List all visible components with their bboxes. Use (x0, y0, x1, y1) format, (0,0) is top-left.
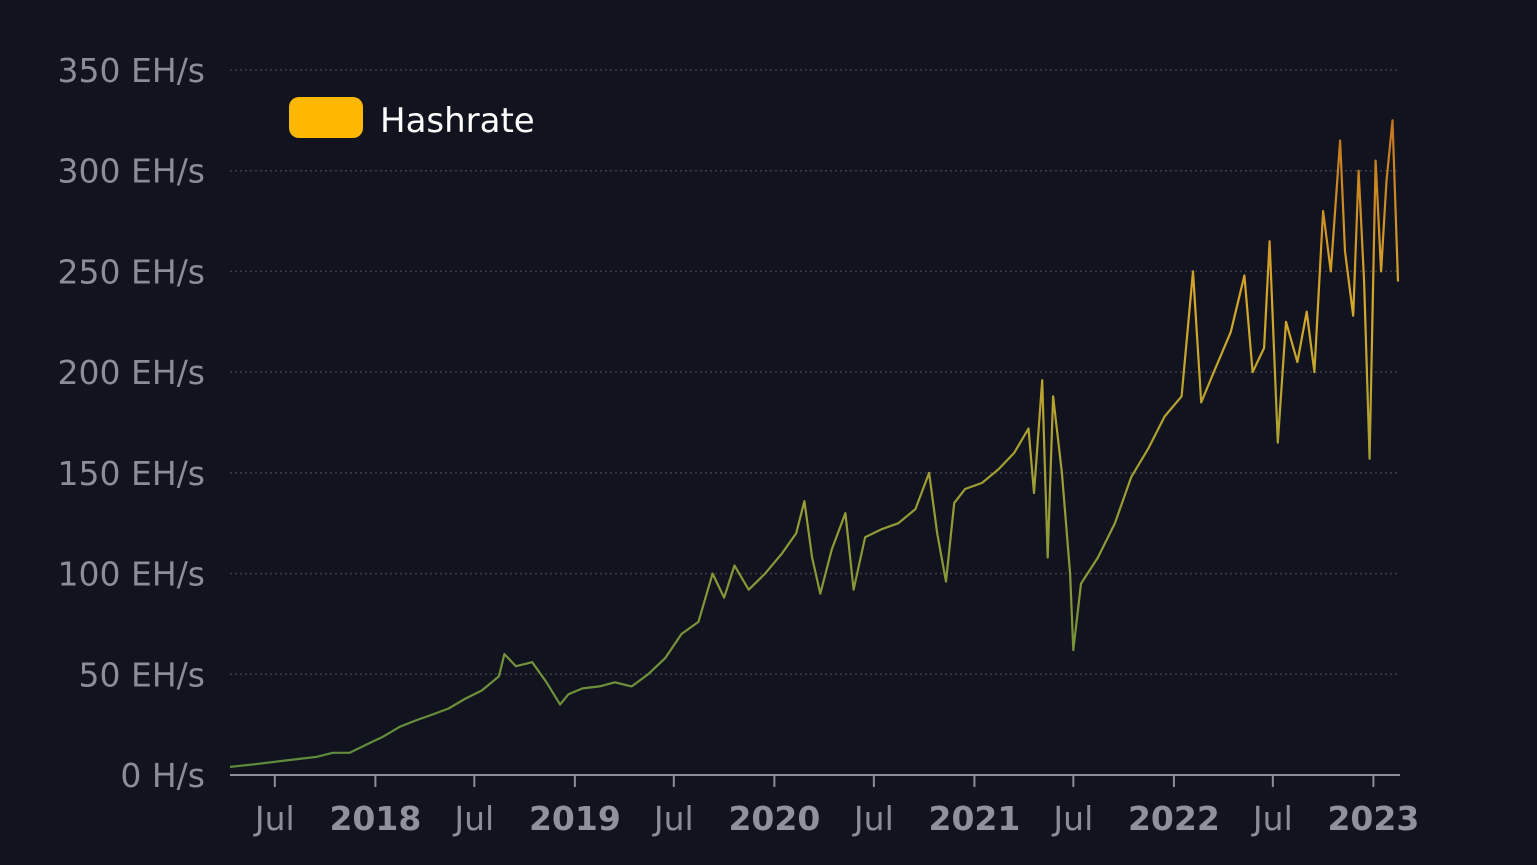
x-tick-label: Jul (1251, 799, 1293, 838)
y-tick-label: 100 EH/s (58, 555, 205, 594)
x-tick-label: 2022 (1128, 799, 1220, 838)
x-tick-label: 2018 (329, 799, 421, 838)
y-tick-label: 250 EH/s (58, 252, 205, 291)
y-tick-label: 350 EH/s (58, 51, 205, 90)
y-tick-label: 200 EH/s (58, 353, 205, 392)
gridlines (230, 69, 1398, 676)
x-tick-label: Jul (452, 799, 494, 838)
legend[interactable]: Hashrate (289, 97, 535, 141)
y-tick-label: 150 EH/s (58, 454, 205, 493)
x-tick-label: 2023 (1327, 799, 1419, 838)
x-tick-label: 2021 (928, 799, 1020, 838)
x-axis: Jul 2018 Jul 2019 Jul 2020 Jul 2021 Jul 2022 Jul 20… (230, 774, 1419, 838)
x-tick-label: 2019 (529, 799, 621, 838)
y-tick-label: 300 EH/s (58, 152, 205, 191)
y-tick-label: 50 EH/s (79, 655, 205, 694)
x-tick-label: Jul (1051, 799, 1093, 838)
legend-label: Hashrate (380, 101, 535, 141)
hashrate-series-line (229, 119, 1400, 768)
y-axis: 0 H/s 50 EH/s 100 EH/s 150 EH/s 200 EH/s 250 … (58, 51, 205, 795)
x-tick-label: Jul (652, 799, 694, 838)
x-tick-label: 2020 (728, 799, 820, 838)
legend-swatch (289, 97, 363, 138)
y-tick-label: 0 H/s (120, 756, 205, 795)
x-tick-label: Jul (852, 799, 894, 838)
x-tick-label: Jul (253, 799, 295, 838)
